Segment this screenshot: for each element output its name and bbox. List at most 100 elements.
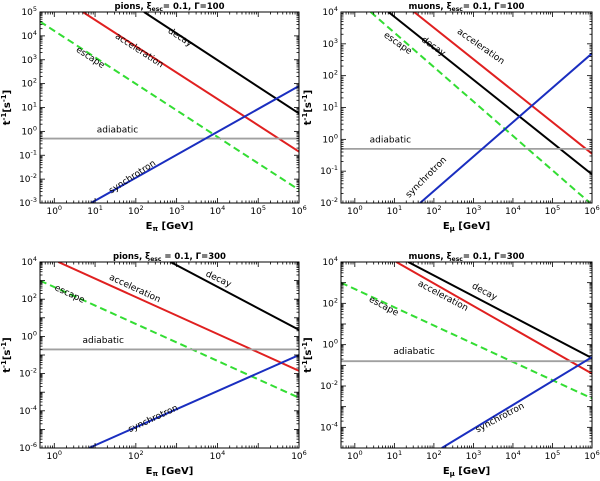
y-axis-label: t-1[s-1] [301,90,314,125]
chart-title: muons, ξesc= 0.1, Γ=100 [409,2,525,13]
x-axis-label: Eπ [GeV] [146,466,194,478]
y-tick-label: 103 [21,53,37,66]
y-tick-label: 102 [322,296,338,309]
series-label-adiabatic: adiabatic [82,336,124,346]
series-label-acceleration: acceleration [113,32,165,71]
series-label-decay: decay [419,35,447,59]
x-tick-label: 101 [387,204,403,217]
series-line-escape [369,12,591,203]
series-line-escape [341,281,592,400]
x-tick-label: 102 [426,449,442,462]
chart-title: pions, ξesc= 0.1, Γ=100 [115,2,225,13]
y-tick-label: 102 [322,69,338,82]
x-tick-label: 101 [387,449,403,462]
series-line-synchrotron [88,354,299,448]
x-axis-label: Eμ [GeV] [443,221,490,233]
x-tick-label: 102 [128,449,144,462]
series-line-synchrotron [90,85,299,203]
series-line-synchrotron [441,356,592,448]
x-tick-label: 104 [210,204,226,217]
x-tick-label: 105 [545,204,561,217]
y-axis-label: t-1[s-1] [0,90,13,125]
y-tick-label: 10-1 [320,164,338,177]
series-label-adiabatic: adiabatic [370,136,412,146]
series-label-escape: escape [53,283,87,306]
y-axis-label: t-1[s-1] [301,337,314,372]
x-tick-label: 100 [347,204,363,217]
x-tick-label: 104 [210,449,226,462]
y-tick-label: 104 [21,255,37,268]
series-line-decay [407,262,592,359]
x-tick-label: 104 [505,204,521,217]
series-label-acceleration: acceleration [455,27,506,67]
y-tick-label: 102 [21,77,37,90]
x-tick-label: 100 [347,449,363,462]
x-tick-label: 106 [291,449,307,462]
chart-panel-2: 100 101 102 103 104 105 106 10-2 10-1 100 101 102 10… [301,2,600,233]
x-tick-label: 104 [505,449,521,462]
chart-panel-1: 100 101 102 103 104 105 106 10-3 10-2 10-1 100 101 1… [0,2,307,233]
y-tick-label: 10-4 [19,404,37,417]
y-tick-label: 104 [322,5,338,18]
y-tick-label: 10-4 [320,420,338,433]
series-line-acceleration [57,262,299,372]
y-tick-label: 10-1 [19,148,37,161]
series-label-decay: decay [166,26,195,49]
chart-panel-4: 100 101 102 103 104 105 106 10-4 10-2 100 102 104 mu… [301,252,600,478]
y-tick-label: 105 [21,5,37,18]
series-label-escape: escape [367,295,400,319]
y-axis-label: t-1[s-1] [0,337,13,372]
x-tick-label: 106 [584,449,600,462]
series-label-synchrotron: synchrotron [108,159,158,197]
x-tick-label: 103 [169,204,185,217]
y-tick-label: 100 [322,338,338,351]
series-line-decay [143,12,299,115]
y-tick-label: 10-2 [320,196,338,209]
x-tick-label: 100 [46,449,62,462]
series-line-synchrotron [419,52,592,203]
chart-title: pions, ξesc = 0.1, Γ=300 [113,252,226,263]
y-tick-label: 103 [322,37,338,50]
x-tick-label: 103 [466,204,482,217]
series-line-acceleration [82,12,299,153]
series-line-decay [170,262,299,331]
series-label-synchrotron: synchrotron [127,403,180,435]
x-tick-label: 100 [46,204,62,217]
y-tick-label: 10-2 [320,379,338,392]
y-tick-label: 101 [322,101,338,114]
plot-frame [39,261,300,449]
x-tick-label: 106 [291,204,307,217]
y-tick-label: 10-2 [19,172,37,185]
chart-panel-3: 100 102 104 106 10-6 10-4 10-2 100 102 104 pions, … [0,252,307,478]
y-tick-label: 100 [21,124,37,137]
y-tick-label: 10-6 [19,441,37,454]
chart-title: muons, ξesc= 0.1, Γ=300 [409,252,525,263]
series-label-adiabatic: adiabatic [97,126,139,136]
series-label-acceleration: acceleration [107,273,161,305]
series-line-escape [40,20,299,191]
series-label-adiabatic: adiabatic [393,347,435,357]
y-tick-label: 10-3 [19,196,37,209]
series-line-escape [40,279,299,399]
series-label-synchrotron: synchrotron [474,401,526,435]
y-tick-label: 104 [21,29,37,42]
y-tick-label: 10-2 [19,367,37,380]
y-tick-label: 100 [21,329,37,342]
series-label-escape: escape [74,45,107,71]
y-tick-label: 100 [322,132,338,145]
y-tick-label: 101 [21,101,37,114]
series-label-decay: decay [470,282,499,304]
x-tick-label: 103 [466,449,482,462]
series-label-synchrotron: synchrotron [404,155,449,200]
x-tick-label: 102 [426,204,442,217]
plot-frame [340,261,593,449]
x-tick-label: 102 [128,204,144,217]
series-line-acceleration [413,12,592,155]
series-line-decay [387,12,592,176]
x-tick-label: 101 [87,204,103,217]
x-tick-label: 106 [584,204,600,217]
x-tick-label: 105 [545,449,561,462]
x-axis-label: Eπ [GeV] [146,221,194,233]
y-tick-label: 102 [21,292,37,305]
